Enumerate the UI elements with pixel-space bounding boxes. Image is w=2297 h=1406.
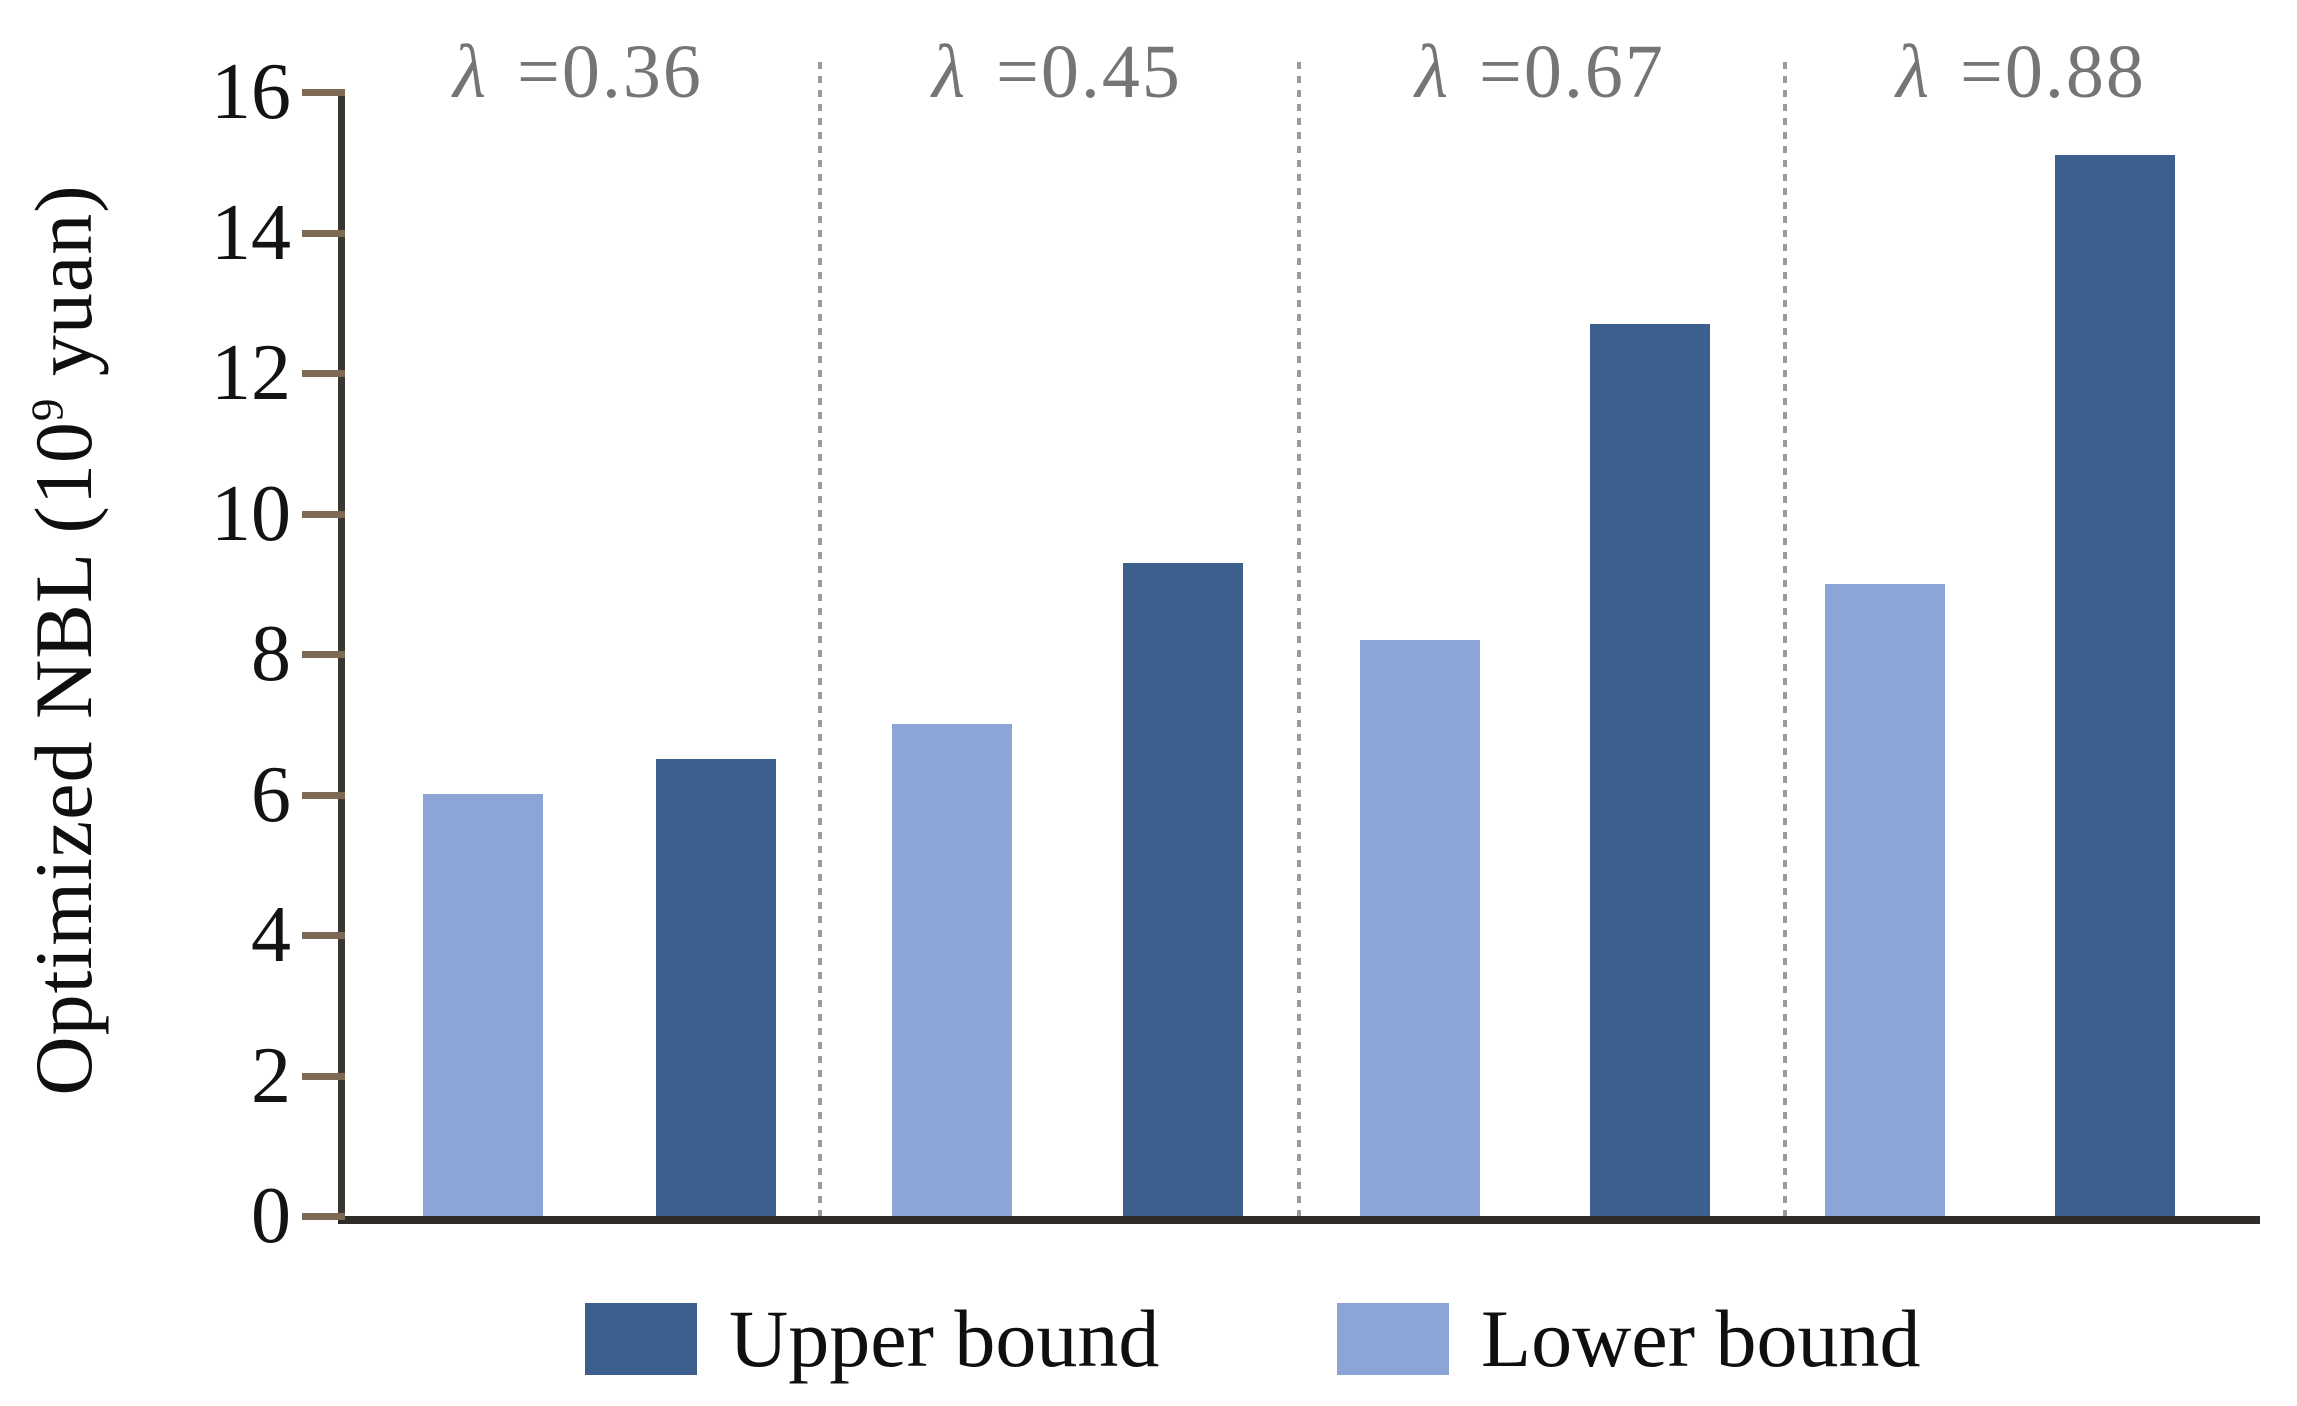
legend-label-upper-bound: Upper bound [729, 1293, 1160, 1384]
y-tick-mark-16 [302, 89, 345, 96]
group-separator-2 [1297, 62, 1301, 1216]
y-tick-mark-0 [302, 1213, 345, 1220]
plot-area: 0 2 4 6 8 10 12 14 16 λ =0.36 λ =0.45 λ =0.67 λ =0.… [211, 30, 2260, 1258]
lambda-symbol: λ [932, 30, 968, 114]
bar-upper-bound-group-1 [656, 759, 776, 1216]
lambda-symbol: λ [1415, 30, 1451, 114]
y-tick-label-2: 2 [251, 1031, 291, 1120]
group-label-value: =0.45 [975, 30, 1182, 114]
y-tick-mark-6 [302, 791, 345, 799]
lambda-symbol: λ [453, 30, 489, 114]
group-label-1: λ =0.36 [453, 30, 703, 114]
bar-lower-bound-group-3 [1360, 640, 1480, 1216]
y-tick-mark-4 [302, 932, 345, 939]
y-tick-mark-10 [302, 510, 345, 518]
group-label-value: =0.36 [496, 30, 703, 114]
bar-lower-bound-group-4 [1825, 584, 1945, 1216]
legend-item-lower-bound: Lower bound [1337, 1294, 1921, 1384]
y-tick-label-8: 8 [251, 610, 291, 698]
group-separator-3 [1783, 62, 1787, 1216]
y-tick-label-4: 4 [251, 891, 291, 979]
group-label-value: =0.88 [1939, 30, 2146, 114]
y-tick-label-14: 14 [211, 188, 291, 277]
y-tick-label-10: 10 [211, 469, 291, 558]
legend-swatch-lower-bound [1337, 1303, 1449, 1375]
group-label-2: λ =0.45 [932, 30, 1182, 114]
group-label-value: =0.67 [1458, 30, 1665, 114]
legend: Upper bound Lower bound [0, 1294, 2297, 1384]
y-tick-label-16: 16 [211, 48, 291, 136]
bar-lower-bound-group-1 [423, 794, 543, 1216]
legend-swatch-upper-bound [585, 1303, 697, 1375]
lambda-symbol: λ [1896, 30, 1932, 114]
group-label-4: λ =0.88 [1896, 30, 2146, 114]
bar-upper-bound-group-3 [1590, 324, 1710, 1216]
y-tick-label-0: 0 [251, 1172, 291, 1260]
legend-item-upper-bound: Upper bound [585, 1294, 1159, 1384]
group-separator-1 [818, 62, 822, 1216]
y-tick-mark-12 [302, 370, 345, 377]
legend-label-lower-bound: Lower bound [1481, 1293, 1921, 1384]
x-axis-line [338, 1216, 2260, 1224]
bar-upper-bound-group-2 [1123, 563, 1243, 1216]
y-tick-mark-8 [302, 651, 345, 658]
y-tick-label-12: 12 [211, 329, 291, 417]
y-tick-label-6: 6 [251, 750, 291, 839]
group-label-3: λ =0.67 [1415, 30, 1665, 114]
y-tick-mark-2 [302, 1072, 345, 1080]
bar-lower-bound-group-2 [892, 724, 1012, 1216]
y-tick-mark-14 [302, 229, 345, 237]
bar-upper-bound-group-4 [2055, 155, 2175, 1216]
